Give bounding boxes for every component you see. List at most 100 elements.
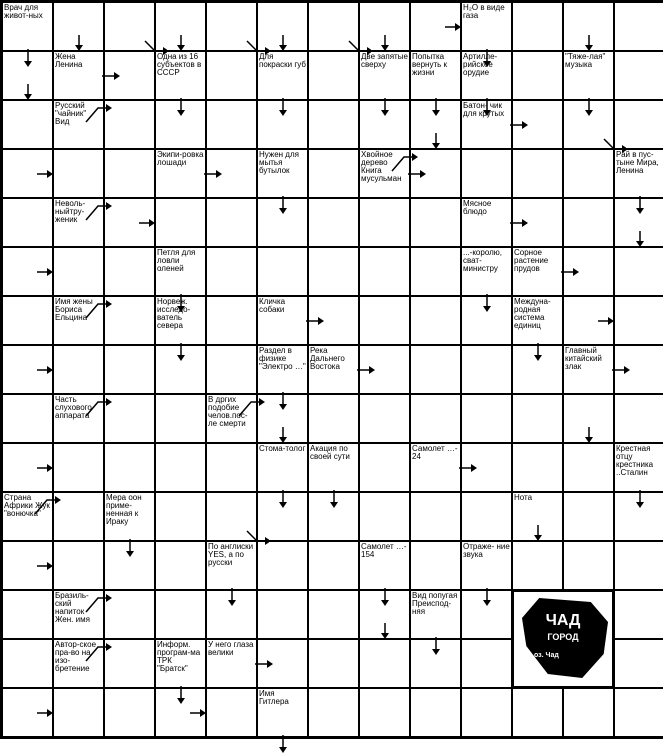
cell: [410, 247, 461, 296]
clue-cell: Попытка вернуть к жизни: [410, 51, 461, 100]
cell: [512, 394, 563, 443]
cell: [614, 296, 663, 345]
cell: [461, 590, 512, 639]
cell: [461, 296, 512, 345]
clue-cell: Крестная отцу крестника ..Сталин: [614, 443, 663, 492]
clue-cell: У него глаза велики: [206, 639, 257, 688]
cell: [512, 198, 563, 247]
cell: [308, 688, 359, 737]
cell: [461, 345, 512, 394]
cell: [53, 345, 104, 394]
cell: [563, 688, 614, 737]
clue-cell: Русский "чайник" Вид: [53, 100, 104, 149]
clue-cell: Батон- чик для крутых: [461, 100, 512, 149]
cell: [257, 492, 308, 541]
cell: [155, 443, 206, 492]
cell: [614, 639, 663, 688]
cell: [308, 2, 359, 51]
cell: [206, 296, 257, 345]
cell: [206, 51, 257, 100]
cell: [614, 2, 663, 51]
cell: [359, 296, 410, 345]
clue-cell: Информ. програм-ма ТРК "Братск": [155, 639, 206, 688]
clue-cell: Нужен для мытья бутылок: [257, 149, 308, 198]
cell: [155, 394, 206, 443]
cell: [308, 296, 359, 345]
clue-cell: В дргих подобие челов.пос-ле смерти: [206, 394, 257, 443]
cell: [410, 492, 461, 541]
clue-cell: Самолет …- 154: [359, 541, 410, 590]
cell: [206, 443, 257, 492]
clue-cell: Кличка собаки: [257, 296, 308, 345]
cell: [257, 541, 308, 590]
cell: [359, 688, 410, 737]
cell: [155, 492, 206, 541]
cell: [410, 394, 461, 443]
cell: [206, 590, 257, 639]
cell: [53, 247, 104, 296]
clue-cell: По англиски YES, а по русски: [206, 541, 257, 590]
cell: [155, 590, 206, 639]
cell: [257, 2, 308, 51]
cell: [155, 688, 206, 737]
clue-cell: Рай в пус-тыне Мира, Ленина: [614, 149, 663, 198]
cell: [2, 688, 53, 737]
cell: [104, 51, 155, 100]
cell: [257, 100, 308, 149]
clue-cell: Мясное блюдо: [461, 198, 512, 247]
cell: [53, 443, 104, 492]
cell: [359, 100, 410, 149]
cell: [359, 2, 410, 51]
cell: [512, 149, 563, 198]
cell: [461, 394, 512, 443]
cell: [53, 2, 104, 51]
cell: [206, 688, 257, 737]
clue-cell: Самолет …- 24: [410, 443, 461, 492]
cell: [257, 590, 308, 639]
cell: [614, 688, 663, 737]
clue-cell: Междуна-родная система единиц: [512, 296, 563, 345]
cell: [104, 541, 155, 590]
cell: [512, 443, 563, 492]
cell: [614, 345, 663, 394]
cell: [461, 639, 512, 688]
clue-cell: Экипи-ровка лошади: [155, 149, 206, 198]
clue-cell: "Тяже-лая" музыка: [563, 51, 614, 100]
cell: [2, 541, 53, 590]
clue-cell: Жена Ленина: [53, 51, 104, 100]
clue-cell: Нота: [512, 492, 563, 541]
cell: [563, 198, 614, 247]
cell: [614, 51, 663, 100]
cell: [308, 198, 359, 247]
clue-cell: Артилле-рийское орудие: [461, 51, 512, 100]
cell: [563, 492, 614, 541]
cell: [410, 149, 461, 198]
clue-cell: Врач для живот-ных: [2, 2, 53, 51]
clue-cell: Для покраски губ: [257, 51, 308, 100]
cell: [410, 2, 461, 51]
cell: [563, 149, 614, 198]
clue-cell: Часть слухового аппарата: [53, 394, 104, 443]
cell: [512, 100, 563, 149]
clue-cell: Сорное растение прудов: [512, 247, 563, 296]
cell: [104, 590, 155, 639]
cell: [563, 2, 614, 51]
cell: [512, 541, 563, 590]
cell: [512, 2, 563, 51]
clue-cell: H₂O в виде газа: [461, 2, 512, 51]
cell: [308, 51, 359, 100]
map-lake: оз. Чад: [534, 652, 559, 659]
cell: [206, 492, 257, 541]
cell: [410, 639, 461, 688]
clue-cell: Имя Гитлера: [257, 688, 308, 737]
cell: [563, 443, 614, 492]
cell: [359, 345, 410, 394]
cell: [359, 394, 410, 443]
cell: [359, 590, 410, 639]
cell: [563, 541, 614, 590]
cell: [155, 198, 206, 247]
clue-cell: Петля для ловли оленей: [155, 247, 206, 296]
cell: [104, 345, 155, 394]
cell: [308, 149, 359, 198]
cell: [410, 541, 461, 590]
